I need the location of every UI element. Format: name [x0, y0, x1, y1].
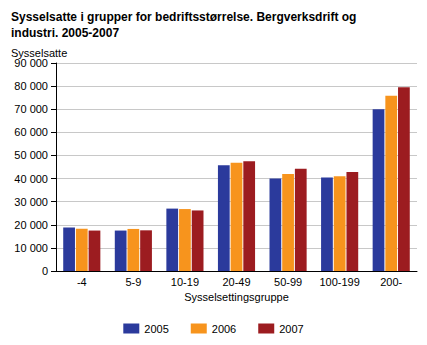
svg-text:industri. 2005-2007: industri. 2005-2007 [11, 26, 119, 40]
svg-text:2005: 2005 [144, 323, 168, 335]
svg-text:70 000: 70 000 [14, 103, 48, 115]
svg-text:40 000: 40 000 [14, 173, 48, 185]
svg-text:10 000: 10 000 [14, 242, 48, 254]
svg-text:100-199: 100-199 [319, 276, 359, 288]
svg-text:0: 0 [42, 265, 48, 277]
svg-text:90 000: 90 000 [14, 57, 48, 69]
svg-text:-4: -4 [77, 276, 87, 288]
svg-text:2006: 2006 [212, 323, 236, 335]
svg-text:30 000: 30 000 [14, 196, 48, 208]
svg-text:Sysselsatte: Sysselsatte [11, 47, 67, 59]
svg-text:200-: 200- [380, 276, 402, 288]
svg-text:60 000: 60 000 [14, 126, 48, 138]
svg-text:80 000: 80 000 [14, 80, 48, 92]
svg-text:50-99: 50-99 [274, 276, 302, 288]
svg-text:50 000: 50 000 [14, 149, 48, 161]
svg-text:20 000: 20 000 [14, 219, 48, 231]
svg-text:Sysselsettingsgruppe: Sysselsettingsgruppe [184, 291, 289, 303]
svg-text:Sysselsatte i grupper for bedr: Sysselsatte i grupper for bedriftsstørre… [11, 10, 360, 24]
svg-text:2007: 2007 [279, 323, 303, 335]
svg-text:10-19: 10-19 [171, 276, 199, 288]
svg-text:20-49: 20-49 [222, 276, 250, 288]
svg-text:5-9: 5-9 [125, 276, 141, 288]
